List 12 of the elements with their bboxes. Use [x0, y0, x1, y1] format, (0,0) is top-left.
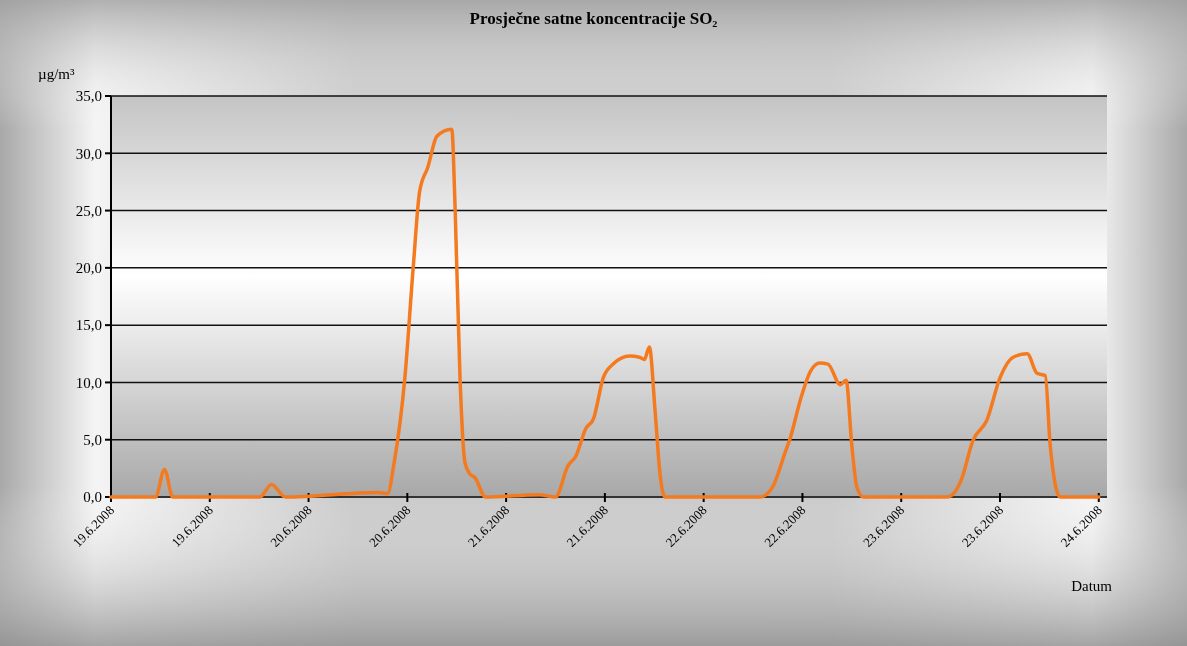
- y-tick-label: 10,0: [75, 374, 102, 391]
- y-tick-label: 25,0: [75, 202, 102, 219]
- y-tick-label: 0,0: [83, 489, 102, 506]
- y-tick-label: 20,0: [75, 260, 102, 277]
- y-tick-label: 35,0: [75, 88, 102, 105]
- y-tick-label: 5,0: [83, 431, 102, 448]
- x-axis-title: Datum: [1071, 578, 1113, 594]
- y-tick-label: 30,0: [75, 145, 102, 162]
- line-series: [109, 127, 1101, 499]
- chart-title: Prosječne satne koncentracije SO₂: [469, 9, 718, 28]
- y-axis-title: µg/m³: [38, 66, 75, 82]
- y-tick-label: 15,0: [75, 317, 102, 334]
